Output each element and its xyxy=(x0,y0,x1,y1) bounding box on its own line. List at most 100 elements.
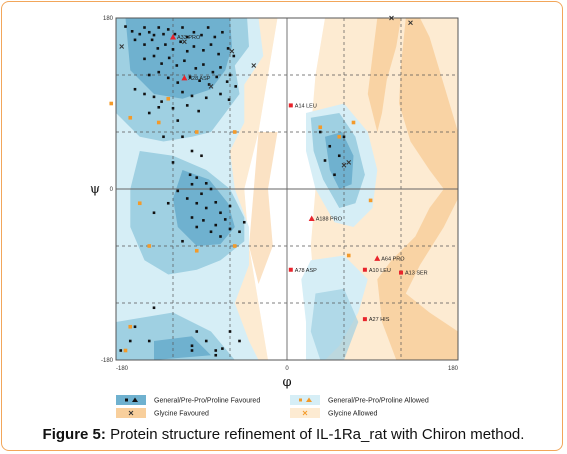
glycine-point xyxy=(147,339,151,343)
residue-point xyxy=(225,80,229,83)
residue-point xyxy=(219,211,222,215)
allowed-point xyxy=(128,324,133,329)
residue-point xyxy=(192,30,196,34)
residue-point xyxy=(213,35,217,39)
outlier-label: A27 HIS xyxy=(369,317,390,323)
x-axis-label: φ xyxy=(282,375,291,390)
residue-point xyxy=(128,339,132,343)
residue-point xyxy=(176,81,180,84)
allowed-point xyxy=(194,248,199,253)
residue-point xyxy=(214,201,218,204)
allowed-point xyxy=(337,134,342,139)
residue-point xyxy=(209,187,213,191)
residue-point xyxy=(133,38,137,42)
region-general-core-bottom xyxy=(154,336,211,360)
residue-point xyxy=(185,35,189,39)
residue-point xyxy=(328,144,332,148)
residue-point xyxy=(228,204,232,208)
residue-point xyxy=(171,48,175,51)
residue-point xyxy=(167,56,171,60)
residue-point xyxy=(323,159,327,162)
outlier-label: A33 PRO xyxy=(177,35,201,41)
plot-axes: -180 0 180 180 0 -180 φ ψ xyxy=(90,16,459,390)
outlier-marker xyxy=(308,215,315,221)
outlier-marker xyxy=(288,103,293,108)
residue-point xyxy=(198,79,201,82)
residue-point xyxy=(162,135,165,139)
residue-point xyxy=(223,218,227,221)
residue-point xyxy=(157,70,161,74)
residue-point xyxy=(194,67,198,70)
residue-point xyxy=(195,201,199,205)
residue-point xyxy=(232,54,236,58)
allowed-point xyxy=(232,244,237,248)
region-general-core-beta xyxy=(125,18,232,99)
allowed-point xyxy=(351,120,356,125)
residue-point xyxy=(188,173,192,177)
residue-point xyxy=(143,57,146,61)
residue-point xyxy=(202,219,205,222)
legend: General/Pre-Pro/Proline Favoured General/… xyxy=(116,395,429,418)
glycine-cross-marker xyxy=(251,63,257,68)
outlier-label: A28 ASP xyxy=(188,76,210,82)
residue-point xyxy=(160,100,163,103)
outlier-label: A14 LEU xyxy=(295,103,317,109)
caption-label: Figure 5: xyxy=(42,426,106,443)
residue-point xyxy=(318,130,322,134)
glycine-point xyxy=(221,347,224,350)
residue-point xyxy=(197,109,200,113)
residue-point xyxy=(143,26,146,29)
caption-text: Protein structure refinement of IL-1Ra_r… xyxy=(110,426,525,443)
residue-point xyxy=(171,161,175,164)
residue-point xyxy=(209,43,213,46)
glycine-cross-marker xyxy=(182,39,187,45)
residue-point xyxy=(190,344,194,348)
residue-point xyxy=(181,90,184,94)
allowed-point xyxy=(109,101,114,106)
legend-square-marker xyxy=(299,398,302,402)
residue-point xyxy=(166,76,170,80)
allowed-point xyxy=(156,120,161,125)
residue-point xyxy=(206,26,210,29)
x-tick-label: -180 xyxy=(116,366,129,372)
glycine-point xyxy=(204,339,208,343)
residue-point xyxy=(221,30,224,34)
figure-caption: Figure 5: Protein structure refinement o… xyxy=(0,426,567,443)
outlier-label: A10 LEU xyxy=(369,268,391,274)
allowed-point xyxy=(147,244,152,248)
legend-square-marker xyxy=(125,398,128,402)
residue-point xyxy=(242,220,246,224)
allowed-point xyxy=(232,130,237,134)
outlier-marker xyxy=(362,267,367,272)
residue-point xyxy=(152,54,156,58)
outlier-labels: A33 PRO A28 ASP A14 LEU A188 PRO A64 PRO A10 … xyxy=(177,35,428,323)
legend-triangle-marker xyxy=(132,397,138,402)
residue-point xyxy=(200,192,203,196)
residue-point xyxy=(143,92,146,96)
allowed-point xyxy=(128,115,133,120)
outlier-marker xyxy=(181,74,188,81)
plot-grid xyxy=(115,17,459,361)
legend-label: General/Pre-Pro/Proline Favoured xyxy=(154,398,260,405)
residue-point xyxy=(202,63,205,66)
residue-point xyxy=(342,135,346,139)
residue-point xyxy=(204,182,208,185)
residue-point xyxy=(217,52,220,56)
residue-point xyxy=(227,98,231,101)
residue-point xyxy=(176,119,180,122)
glycine-point xyxy=(190,349,194,352)
residue-point xyxy=(190,182,194,186)
residue-point xyxy=(181,239,184,243)
residue-point xyxy=(185,49,189,53)
legend-triangle-marker xyxy=(306,397,312,402)
x-tick-label: 0 xyxy=(285,366,289,372)
legend-label: Glycine Allowed xyxy=(328,411,378,418)
residue-point xyxy=(157,26,161,29)
residue-point xyxy=(157,106,161,109)
region-general-core-left-alpha xyxy=(325,132,354,189)
legend-cross-marker xyxy=(302,410,308,416)
allowed-point xyxy=(137,201,142,206)
residue-point xyxy=(200,33,203,37)
residue-point xyxy=(219,92,222,96)
